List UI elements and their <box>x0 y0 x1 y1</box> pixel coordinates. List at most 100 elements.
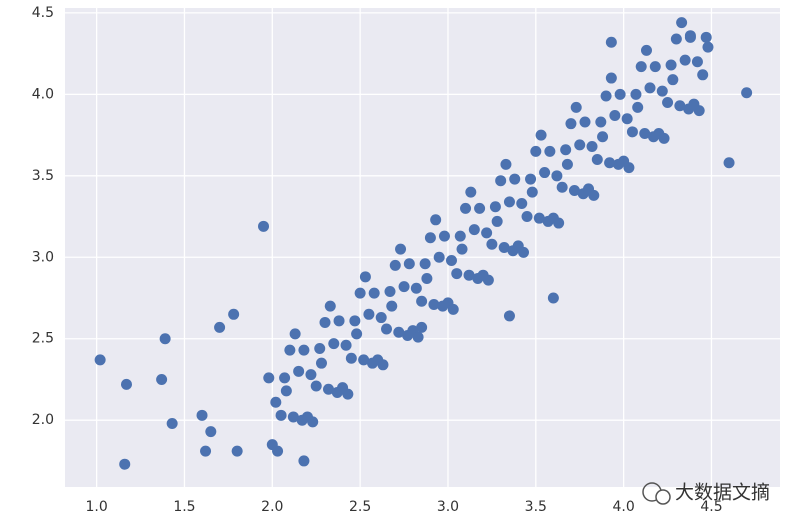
point <box>275 409 287 421</box>
point <box>231 445 243 457</box>
point <box>358 354 370 366</box>
point <box>410 282 422 294</box>
point <box>263 372 275 384</box>
point <box>363 308 375 320</box>
point <box>416 321 428 333</box>
point <box>465 186 477 198</box>
y-tick-label: 3.0 <box>32 249 54 265</box>
point <box>119 458 131 470</box>
point <box>521 211 533 223</box>
point <box>605 36 617 48</box>
point <box>639 127 651 139</box>
watermark-icon <box>655 489 671 505</box>
point <box>516 198 528 210</box>
point <box>166 417 178 429</box>
point <box>482 274 494 286</box>
x-tick-label: 3.0 <box>437 499 459 515</box>
point <box>495 175 507 187</box>
point <box>328 338 340 350</box>
point <box>120 378 132 390</box>
point <box>323 383 335 395</box>
point <box>670 33 682 45</box>
point <box>447 303 459 315</box>
point <box>544 145 556 157</box>
point <box>314 343 326 355</box>
point <box>377 359 389 371</box>
point <box>565 118 577 130</box>
point <box>305 369 317 381</box>
point <box>359 271 371 283</box>
point <box>697 69 709 81</box>
point <box>287 411 299 423</box>
point <box>539 167 551 179</box>
point <box>310 380 322 392</box>
x-tick-label: 4.5 <box>700 499 722 515</box>
y-tick-label: 2.0 <box>32 412 54 428</box>
point <box>258 220 270 232</box>
point <box>430 214 442 226</box>
point <box>509 173 521 185</box>
point <box>428 299 440 311</box>
watermark-text: 大数据文摘 <box>675 482 770 504</box>
point <box>156 373 168 385</box>
point <box>530 145 542 157</box>
point <box>94 354 106 366</box>
point <box>679 54 691 66</box>
point <box>588 189 600 201</box>
point <box>293 365 305 377</box>
y-tick-label: 2.5 <box>32 331 54 347</box>
point <box>451 268 463 280</box>
point <box>609 110 621 122</box>
point <box>626 126 638 138</box>
point <box>438 230 450 242</box>
point <box>551 170 563 182</box>
point <box>228 308 240 320</box>
point <box>340 339 352 351</box>
point <box>693 105 705 117</box>
x-tick-label: 3.5 <box>525 499 547 515</box>
point <box>621 113 633 125</box>
point <box>424 232 436 244</box>
point <box>630 88 642 100</box>
point <box>741 87 753 99</box>
point <box>324 300 336 312</box>
point <box>667 74 679 86</box>
point <box>433 251 445 263</box>
point <box>333 315 345 327</box>
point <box>279 372 291 384</box>
point <box>632 101 644 113</box>
point <box>272 445 284 457</box>
point <box>547 292 559 304</box>
point <box>600 90 612 102</box>
point <box>623 162 635 174</box>
point <box>568 184 580 196</box>
point <box>486 238 498 250</box>
x-tick-label: 2.5 <box>349 499 371 515</box>
point <box>460 202 472 214</box>
point <box>349 315 361 327</box>
point <box>498 242 510 253</box>
point <box>560 144 572 156</box>
point <box>579 116 591 128</box>
point <box>384 285 396 297</box>
watermark: 大数据文摘 <box>642 482 770 505</box>
x-tick-label: 1.5 <box>173 499 195 515</box>
y-tick-label: 3.5 <box>32 168 54 184</box>
point <box>315 357 327 369</box>
point <box>289 328 301 340</box>
point <box>525 173 537 185</box>
point <box>375 312 387 324</box>
point <box>489 201 501 213</box>
point <box>389 259 401 271</box>
point <box>665 59 677 71</box>
point <box>159 333 171 345</box>
point <box>403 258 415 270</box>
point <box>214 321 226 333</box>
point <box>491 215 503 227</box>
point <box>395 243 407 255</box>
point <box>605 72 617 84</box>
point <box>393 326 405 338</box>
point <box>307 416 319 428</box>
point <box>640 44 652 56</box>
point <box>503 310 515 322</box>
